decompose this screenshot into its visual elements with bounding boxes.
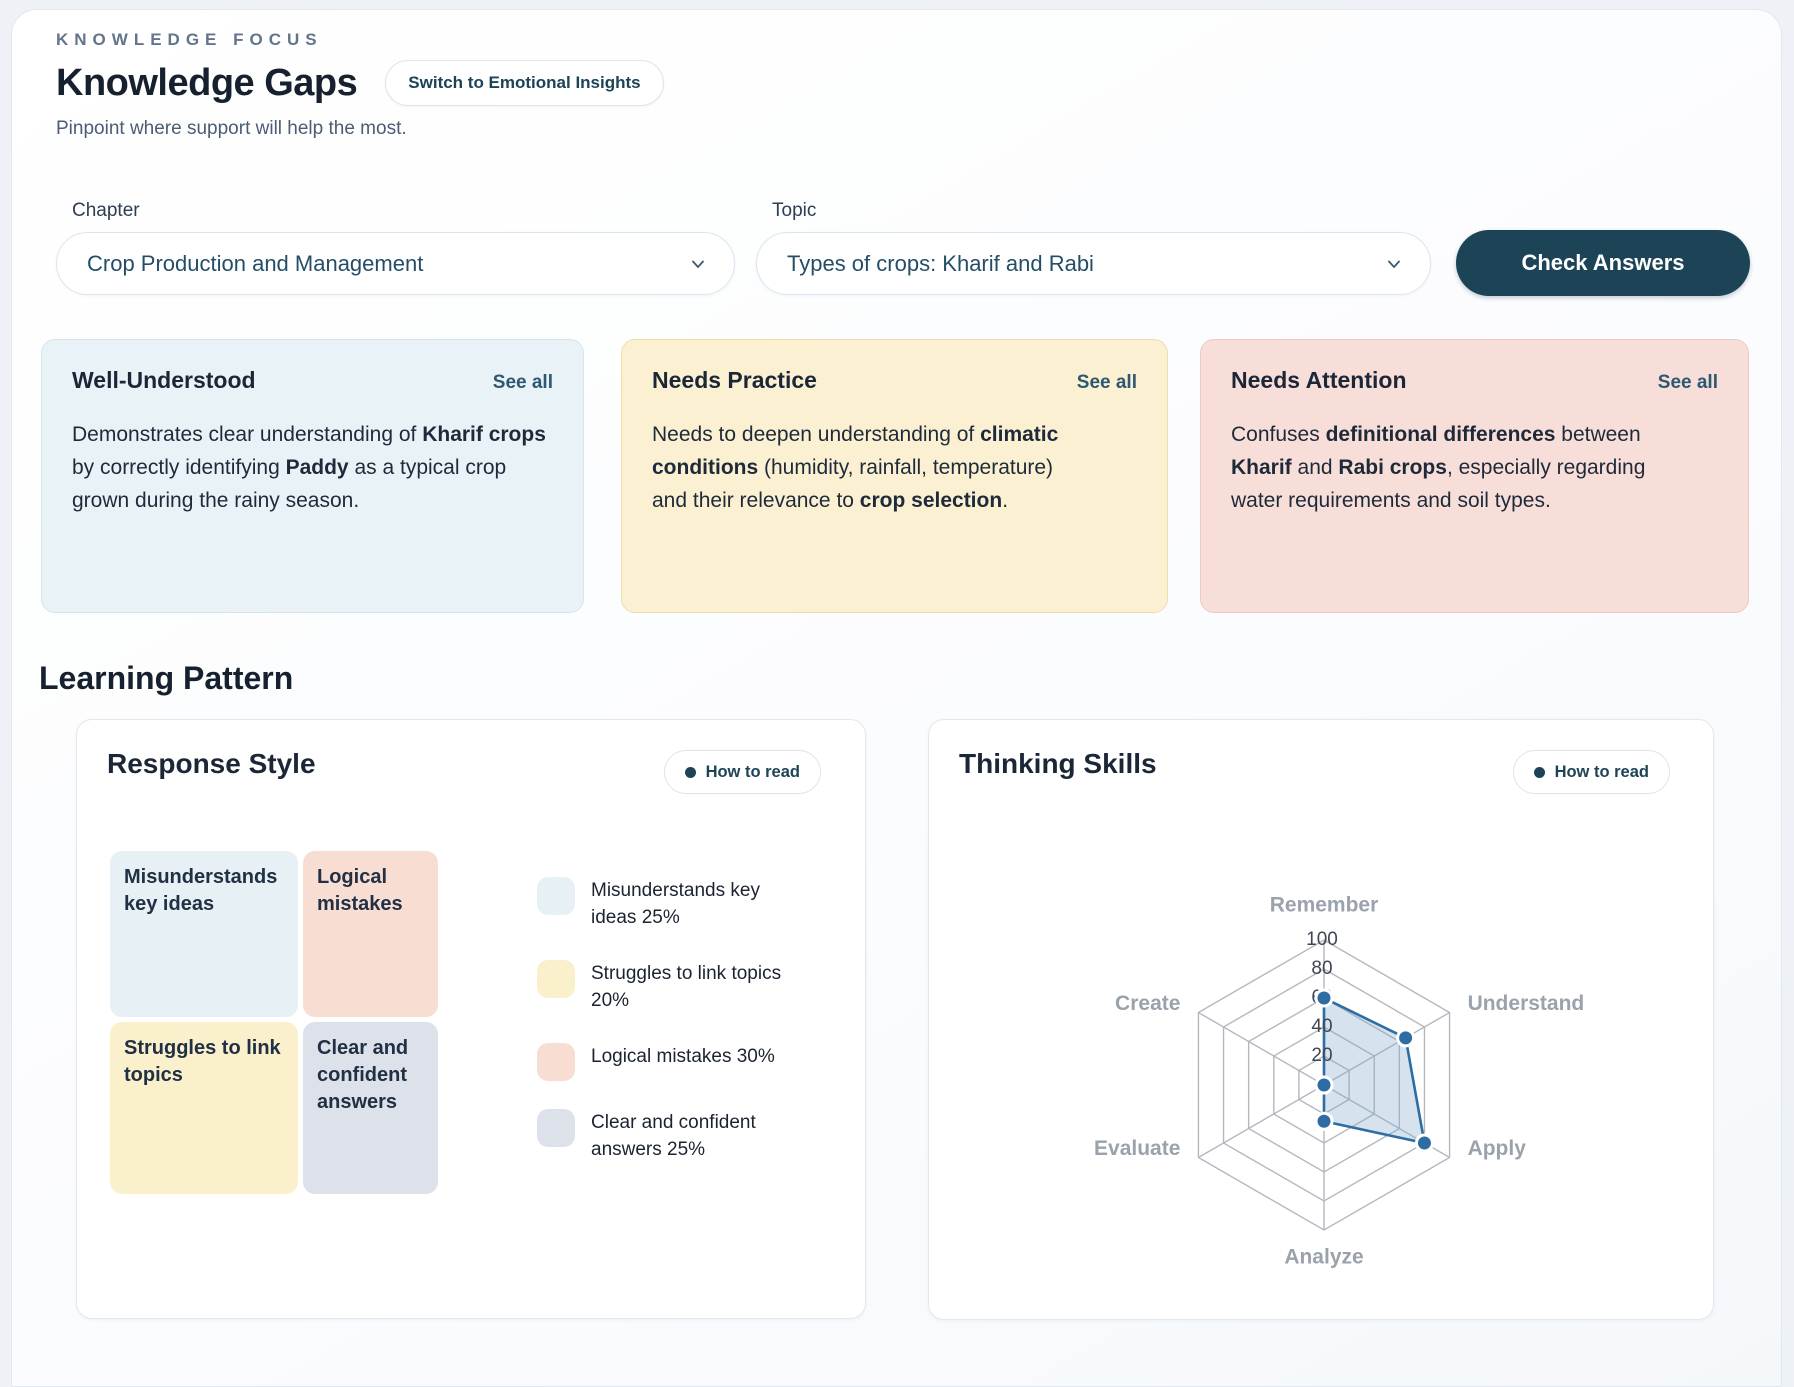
bullet-dot-icon xyxy=(1533,766,1545,778)
bullet-dot-icon xyxy=(684,766,696,778)
how-to-read-label: How to read xyxy=(1554,762,1649,781)
switch-to-emotional-insights-button[interactable]: Switch to Emotional Insights xyxy=(385,60,664,106)
main-content-card: KNOWLEDGE FOCUS Knowledge Gaps Switch to… xyxy=(11,9,1782,1387)
legend-label: Struggles to link topics 20% xyxy=(591,962,782,1011)
see-all-link[interactable]: See all xyxy=(492,372,553,393)
treemap-block-clear-confident: Clear and confident answers xyxy=(303,1022,438,1194)
response-style-panel: Response Style How to read Misunderstand… xyxy=(76,719,866,1319)
treemap-block-logical-mistakes: Logical mistakes xyxy=(303,851,438,1017)
treemap-block-struggles-link: Struggles to link topics xyxy=(110,1022,298,1194)
response-style-title: Response Style xyxy=(107,748,316,779)
legend-swatch xyxy=(537,959,575,998)
legend-swatch xyxy=(537,877,575,915)
page-header: KNOWLEDGE FOCUS Knowledge Gaps Switch to… xyxy=(56,30,664,140)
switch-button-label: Switch to Emotional Insights xyxy=(408,73,641,92)
svg-text:Create: Create xyxy=(1115,992,1180,1015)
chevron-down-icon xyxy=(692,260,704,268)
section-eyebrow: KNOWLEDGE FOCUS xyxy=(56,30,323,49)
card-body-text: Confuses definitional differences betwee… xyxy=(1231,423,1646,513)
thinking-skills-title: Thinking Skills xyxy=(959,748,1157,779)
chevron-down-icon xyxy=(1388,260,1400,268)
card-title: Needs Attention xyxy=(1231,367,1407,393)
thinking-skills-panel: Thinking Skills How to read Remember Unde… xyxy=(928,719,1714,1320)
legend-item: Misunderstands key ideas 25% xyxy=(537,877,805,932)
legend-item: Struggles to link topics 20% xyxy=(537,959,805,1015)
legend-label: Logical mistakes 30% xyxy=(591,1045,775,1067)
topic-selected-value: Types of crops: Kharif and Rabi xyxy=(787,250,1094,276)
needs-practice-card: Needs Practice See all Needs to deepen u… xyxy=(621,339,1168,613)
how-to-read-label: How to read xyxy=(705,762,800,781)
how-to-read-button[interactable]: How to read xyxy=(663,750,821,794)
svg-text:100: 100 xyxy=(1306,929,1338,950)
well-understood-card: Well-Understood See all Demonstrates cle… xyxy=(41,339,584,613)
svg-text:40: 40 xyxy=(1311,1016,1332,1037)
see-all-link[interactable]: See all xyxy=(1076,372,1137,393)
legend-label: Clear and confident answers 25% xyxy=(591,1111,756,1160)
svg-text:20: 20 xyxy=(1311,1045,1332,1066)
chapter-selected-value: Crop Production and Management xyxy=(87,250,424,276)
chapter-select[interactable]: Crop Production and Management xyxy=(56,232,735,295)
legend-item: Clear and confident answers 25% xyxy=(537,1108,805,1164)
svg-text:Evaluate: Evaluate xyxy=(1094,1137,1180,1160)
card-title: Needs Practice xyxy=(652,367,817,393)
legend-item: Logical mistakes 30% xyxy=(537,1042,805,1081)
svg-text:Apply: Apply xyxy=(1468,1137,1527,1160)
see-all-link[interactable]: See all xyxy=(1657,372,1718,393)
legend-label: Misunderstands key ideas 25% xyxy=(591,880,760,928)
topic-label: Topic xyxy=(772,200,817,221)
svg-text:Remember: Remember xyxy=(1270,894,1379,917)
learning-pattern-heading: Learning Pattern xyxy=(39,660,294,696)
card-body-text: Needs to deepen understanding of climati… xyxy=(652,423,1059,513)
needs-attention-card: Needs Attention See all Confuses definit… xyxy=(1200,339,1749,613)
card-title: Well-Understood xyxy=(72,367,256,393)
svg-text:Analyze: Analyze xyxy=(1284,1246,1363,1269)
how-to-read-button[interactable]: How to read xyxy=(1512,750,1670,794)
legend-swatch xyxy=(537,1042,575,1081)
legend-swatch xyxy=(537,1108,575,1147)
treemap-legend: Misunderstands key ideas 25% Struggles t… xyxy=(537,877,805,1164)
check-answers-button[interactable]: Check Answers xyxy=(1456,230,1750,296)
chapter-label: Chapter xyxy=(72,200,140,221)
page-title: Knowledge Gaps xyxy=(56,61,358,104)
svg-text:Understand: Understand xyxy=(1468,992,1585,1015)
card-body-text: Demonstrates clear understanding of Khar… xyxy=(72,423,546,513)
thinking-skills-radar-chart: Remember Understand Apply Analyze Evaluate Cr… xyxy=(1094,894,1585,1269)
topic-select[interactable]: Types of crops: Kharif and Rabi xyxy=(756,232,1431,295)
svg-text:80: 80 xyxy=(1311,958,1332,979)
page-subtitle: Pinpoint where support will help the mos… xyxy=(56,118,407,139)
response-style-treemap: Misunderstands key ideas Logical mistake… xyxy=(110,851,438,1194)
treemap-block-misunderstands: Misunderstands key ideas xyxy=(110,851,298,1017)
